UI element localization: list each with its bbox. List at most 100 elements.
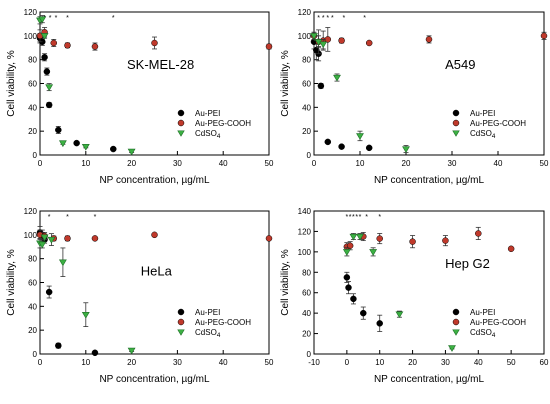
legend-label: CdSO4 xyxy=(470,129,496,140)
significance-asterisk: * xyxy=(48,214,51,221)
x-tick-label: 40 xyxy=(219,159,228,168)
legend-marker xyxy=(452,318,460,326)
y-tick-label: 60 xyxy=(302,80,311,89)
cell-line-label: Hep G2 xyxy=(445,256,490,271)
data-point xyxy=(64,235,71,242)
y-tick-label: 100 xyxy=(24,32,38,41)
x-tick-label: 30 xyxy=(173,358,182,367)
legend-label: CdSO4 xyxy=(195,328,221,339)
plot-frame xyxy=(313,11,545,156)
y-tick-label: 120 xyxy=(24,207,38,216)
series-au-peg-cooh xyxy=(36,27,273,51)
data-point xyxy=(409,238,416,245)
y-tick-label: 100 xyxy=(298,248,312,257)
legend-label: Au-PEG-COOH xyxy=(470,318,526,327)
data-point xyxy=(151,39,158,47)
data-point xyxy=(81,311,90,319)
significance-asterisk: * xyxy=(365,214,368,221)
data-point xyxy=(356,233,364,241)
cell-line-label: A549 xyxy=(445,57,475,72)
legend-label: Au-PEG-COOH xyxy=(195,119,251,128)
y-tick-label: 40 xyxy=(28,302,37,311)
y-tick-label: 60 xyxy=(28,279,37,288)
data-point xyxy=(507,245,515,253)
data-point xyxy=(45,84,54,92)
data-point xyxy=(475,230,482,237)
legend-label: CdSO4 xyxy=(195,129,221,140)
data-point xyxy=(317,82,325,90)
x-tick-label: 0 xyxy=(312,159,317,168)
y-tick-label: 100 xyxy=(298,32,312,41)
legend-label: CdSO4 xyxy=(470,328,496,339)
plot-frame xyxy=(39,11,270,156)
data-point xyxy=(425,36,433,43)
data-point xyxy=(442,237,449,244)
legend-marker xyxy=(177,329,185,336)
series-au-pei xyxy=(343,271,383,332)
data-point xyxy=(310,33,318,40)
x-axis-label: NP concentration, µg/mL xyxy=(99,175,210,186)
data-point xyxy=(45,288,53,296)
significance-asterisk: * xyxy=(112,15,115,22)
legend-marker xyxy=(177,109,185,117)
data-point xyxy=(50,39,57,47)
chart-panel-2: 0 20 40 60 80 100 120 0 10 20 30 40 50 NP concentrati… xyxy=(280,8,549,186)
legend-label: Au-PEI xyxy=(195,308,220,317)
significance-asterisk: * xyxy=(66,214,69,221)
significance-asterisk: * xyxy=(66,15,69,22)
x-tick-label: 40 xyxy=(219,358,228,367)
data-point xyxy=(395,311,404,319)
data-point xyxy=(345,284,352,291)
legend-marker xyxy=(177,130,185,137)
y-axis-label: Cell viability, % xyxy=(6,249,17,316)
legend-marker xyxy=(452,130,460,137)
x-tick-label: 20 xyxy=(402,159,411,168)
data-point xyxy=(448,345,456,352)
data-point xyxy=(369,249,378,256)
data-point xyxy=(338,37,345,44)
series-cdso4 xyxy=(36,15,136,156)
cell-line-label: HeLa xyxy=(141,263,173,278)
data-point xyxy=(324,138,332,146)
x-tick-label: 10 xyxy=(356,159,365,168)
x-tick-label: 40 xyxy=(474,358,483,367)
data-point xyxy=(73,139,80,147)
x-tick-label: 10 xyxy=(375,358,384,367)
data-point xyxy=(265,43,273,50)
data-point xyxy=(376,235,383,242)
data-point xyxy=(55,342,62,349)
series-au-pei xyxy=(36,226,99,357)
y-tick-label: 80 xyxy=(28,255,37,264)
series-cdso4 xyxy=(36,233,136,355)
y-tick-label: 40 xyxy=(28,103,37,112)
series-cdso4 xyxy=(310,31,410,154)
data-point xyxy=(40,33,49,40)
data-point xyxy=(64,42,71,49)
y-tick-label: 60 xyxy=(302,289,311,298)
significance-asterisk: * xyxy=(349,214,352,221)
x-tick-label: 0 xyxy=(38,159,43,168)
y-tick-label: 0 xyxy=(307,350,312,359)
series-au-pei xyxy=(36,33,117,153)
significance-asterisk: * xyxy=(363,15,366,22)
data-point xyxy=(342,249,351,256)
x-tick-label: 10 xyxy=(81,358,90,367)
x-tick-label: 60 xyxy=(540,358,549,367)
legend-marker xyxy=(177,119,185,127)
y-tick-label: 20 xyxy=(302,127,311,136)
data-point xyxy=(58,140,67,148)
data-point xyxy=(55,126,62,134)
x-tick-label: 10 xyxy=(81,159,90,168)
plot-frame xyxy=(313,210,545,355)
x-tick-label: 20 xyxy=(127,358,136,367)
x-tick-label: 0 xyxy=(345,358,350,367)
significance-asterisk: * xyxy=(49,15,52,22)
data-point xyxy=(40,234,49,242)
significance-asterisk: * xyxy=(94,214,97,221)
data-point xyxy=(127,347,136,355)
legend-label: Au-PEI xyxy=(470,308,495,317)
